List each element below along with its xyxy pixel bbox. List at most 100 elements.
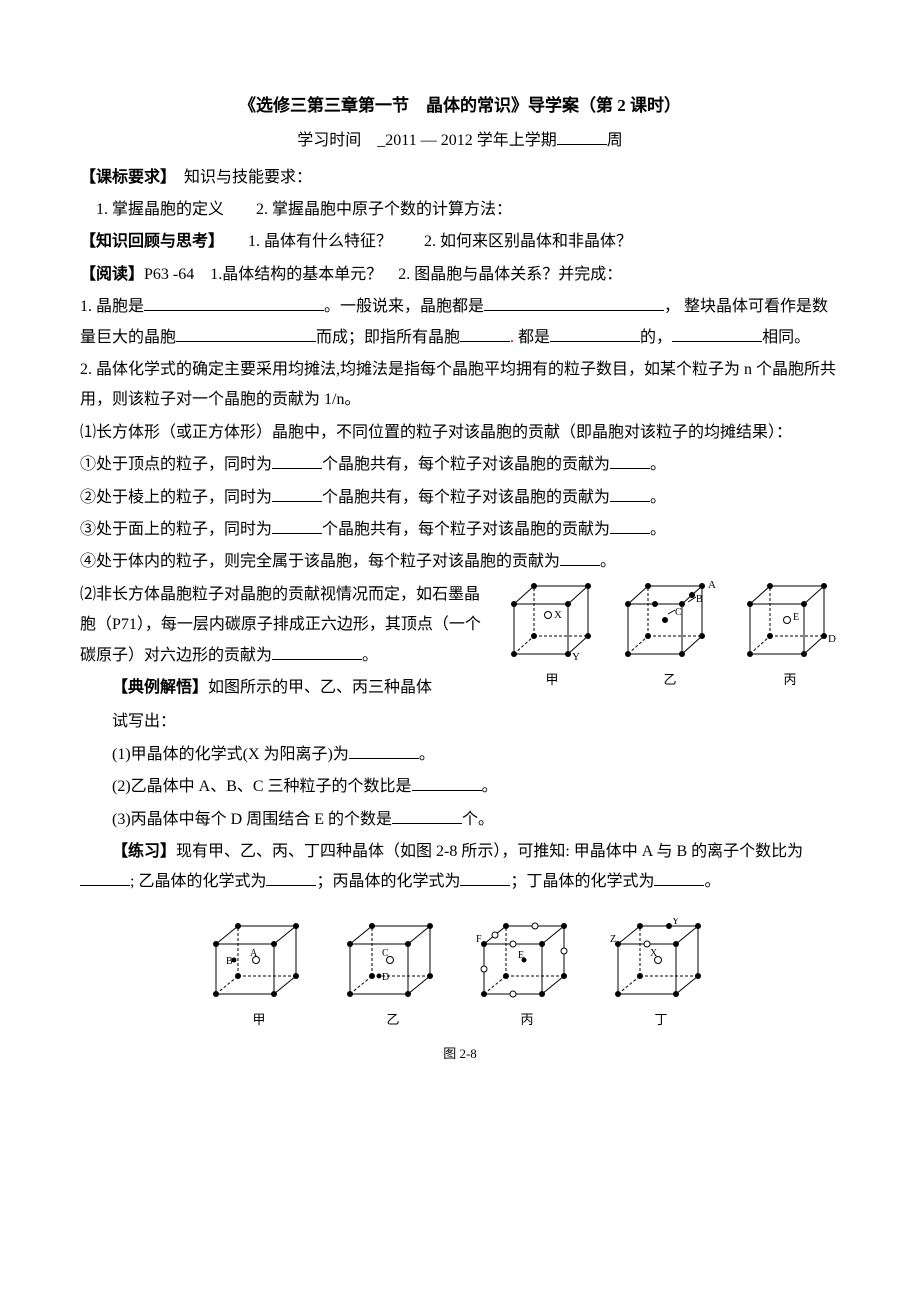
para-1: 1. 晶胞是。一般说来，晶胞都是， 整块晶体可看作是数量巨大的晶胞而成；即指所有…: [80, 292, 840, 353]
section-recall: 【知识回顾与思考】 1. 晶体有什么特征？ 2. 如何来区别晶体和非晶体？: [80, 227, 840, 257]
label-b2: B: [226, 956, 233, 967]
li4-a: ④处于体内的粒子，则完全属于该晶胞，每个粒子对该晶胞的贡献为: [80, 553, 560, 570]
figure-set-2: B A 甲: [80, 918, 840, 1033]
label-y2: Y: [672, 918, 679, 927]
label-f2: F: [476, 934, 482, 945]
cap-ding-2: 丁: [606, 1008, 716, 1033]
label-a: A: [708, 580, 716, 591]
blank: [80, 869, 130, 886]
li-3: ③处于面上的粒子，同时为个晶胞共有，每个粒子对该晶胞的贡献为。: [80, 515, 840, 545]
recall-text: 1. 晶体有什么特征？ 2. 如何来区别晶体和非晶体？: [216, 233, 632, 250]
heading-example: 【典例解悟】: [112, 679, 208, 696]
subtitle-prefix: 学习时间 _2011 — 2012 学年上学期: [297, 132, 556, 149]
blank: [272, 452, 322, 469]
label-d: D: [828, 633, 836, 645]
ex-q2: (2)乙晶体中 A、B、C 三种粒子的个数比是 。: [80, 772, 840, 802]
blank: [672, 325, 762, 342]
heading-kb: 【课标要求】: [80, 169, 168, 186]
li-4: ④处于体内的粒子，则完全属于该晶胞，每个粒子对该晶胞的贡献为 。: [80, 547, 840, 577]
pr-e: 。: [704, 873, 720, 890]
blank: [610, 485, 650, 502]
figure-2-8-caption: 图 2-8: [80, 1042, 840, 1067]
blank: [560, 549, 600, 566]
cap-bing-2: 丙: [472, 1008, 582, 1033]
blank: [392, 807, 462, 824]
q1-b: 。: [419, 746, 435, 763]
q2-b: 。: [482, 778, 498, 795]
pr-c: ；丙晶体的化学式为: [316, 873, 460, 890]
p1-c: ，: [664, 298, 680, 315]
pr-a: 现有甲、乙、丙、丁四种晶体（如图 2-8 所示），可推知: 甲晶体中 A 与 B…: [176, 843, 803, 860]
q1-a: (1)甲晶体的化学式(X 为阳离子)为: [112, 746, 349, 763]
blank: [272, 517, 322, 534]
cap-yi-1: 乙: [618, 668, 722, 693]
blank: [176, 325, 316, 342]
heading-read: 【阅读】: [80, 266, 144, 283]
blank: [144, 294, 324, 311]
kb-text: 知识与技能要求：: [168, 169, 312, 186]
cap-jia-2: 甲: [204, 1008, 314, 1033]
blank: [610, 452, 650, 469]
q3-b: 个。: [462, 811, 494, 828]
p2-note: .: [510, 329, 514, 346]
label-z2: Z: [610, 934, 616, 945]
li2-a: ②处于棱上的粒子，同时为: [80, 489, 272, 506]
cube-jia-2: B A 甲: [204, 918, 314, 1033]
li2-b: 个晶胞共有，每个粒子对该晶胞的贡献为: [322, 489, 610, 506]
label-x2: X: [650, 948, 658, 959]
cube-bing-2: F E 丙: [472, 918, 582, 1033]
page-title: 《选修三第三章第一节 晶体的常识》导学案（第 2 课时）: [80, 90, 840, 122]
section-kb: 【课标要求】 知识与技能要求：: [80, 163, 840, 193]
blank: [412, 774, 482, 791]
label-c2: C: [382, 948, 389, 959]
li1-b: 个晶胞共有，每个粒子对该晶胞的贡献为: [322, 456, 610, 473]
cube-yi-2: C D 乙: [338, 918, 448, 1033]
cap-yi-2: 乙: [338, 1008, 448, 1033]
cube-yi-1: A B C 乙: [618, 580, 722, 693]
subtitle: 学习时间 _2011 — 2012 学年上学期 周: [80, 126, 840, 156]
blank: [272, 643, 362, 660]
blank: [272, 485, 322, 502]
label-e: E: [793, 612, 799, 623]
blank: [610, 517, 650, 534]
blank: [654, 869, 704, 886]
li2-c: 。: [650, 489, 666, 506]
p2-e: 相同。: [762, 329, 810, 346]
p2-b: 而成；即指所有晶胞: [316, 329, 460, 346]
cube-jia-1: X Y 甲: [504, 580, 600, 693]
p1-a: 1. 晶胞是: [80, 298, 144, 315]
p2-c: 都是: [518, 329, 550, 346]
label-b: B: [696, 594, 703, 605]
subtitle-suffix: 周: [607, 132, 623, 149]
pr-d: ；丁晶体的化学式为: [510, 873, 654, 890]
ex-try: 试写出：: [80, 707, 840, 737]
li1-a: ①处于顶点的粒子，同时为: [80, 456, 272, 473]
cube-ding-2: Z X Y 丁: [606, 918, 716, 1033]
blank: [460, 325, 510, 342]
ex-q3: (3)丙晶体中每个 D 周围结合 E 的个数是 个。: [80, 805, 840, 835]
cube-bing-1: E D 丙: [740, 580, 840, 693]
blank-week: [557, 128, 607, 145]
read-text: P63 -64 1.晶体结构的基本单元？ 2. 图晶胞与晶体关系？并完成：: [144, 266, 622, 283]
example-text: 如图所示的甲、乙、丙三种晶体: [208, 679, 432, 696]
li-2: ②处于棱上的粒子，同时为 个晶胞共有，每个粒子对该晶胞的贡献为 。: [80, 483, 840, 513]
para-2: 2. 晶体化学式的确定主要采用均摊法,均摊法是指每个晶胞平均拥有的粒子数目，如某…: [80, 355, 840, 416]
label-d2: D: [382, 972, 389, 983]
heading-recall: 【知识回顾与思考】: [80, 233, 216, 250]
label-a2: A: [250, 948, 258, 959]
section-practice: 【练习】现有甲、乙、丙、丁四种晶体（如图 2-8 所示），可推知: 甲晶体中 A…: [80, 837, 840, 898]
li4-b: 。: [600, 553, 616, 570]
q2-a: (2)乙晶体中 A、B、C 三种粒子的个数比是: [112, 778, 412, 795]
blank: [484, 294, 664, 311]
q3-a: (3)丙晶体中每个 D 周围结合 E 的个数是: [112, 811, 392, 828]
heading-practice: 【练习】: [112, 843, 176, 860]
label-x: X: [554, 609, 562, 621]
p5-b: 。: [362, 647, 378, 664]
pr-b: ; 乙晶体的化学式为: [130, 873, 266, 890]
li3-b: 个晶胞共有，每个粒子对该晶胞的贡献为: [322, 521, 610, 538]
kb-items: 1. 掌握晶胞的定义 2. 掌握晶胞中原子个数的计算方法：: [80, 195, 840, 225]
li1-c: 。: [650, 456, 666, 473]
li3-a: ③处于面上的粒子，同时为: [80, 521, 272, 538]
section-read: 【阅读】P63 -64 1.晶体结构的基本单元？ 2. 图晶胞与晶体关系？并完成…: [80, 260, 840, 290]
label-c: C: [675, 607, 682, 618]
